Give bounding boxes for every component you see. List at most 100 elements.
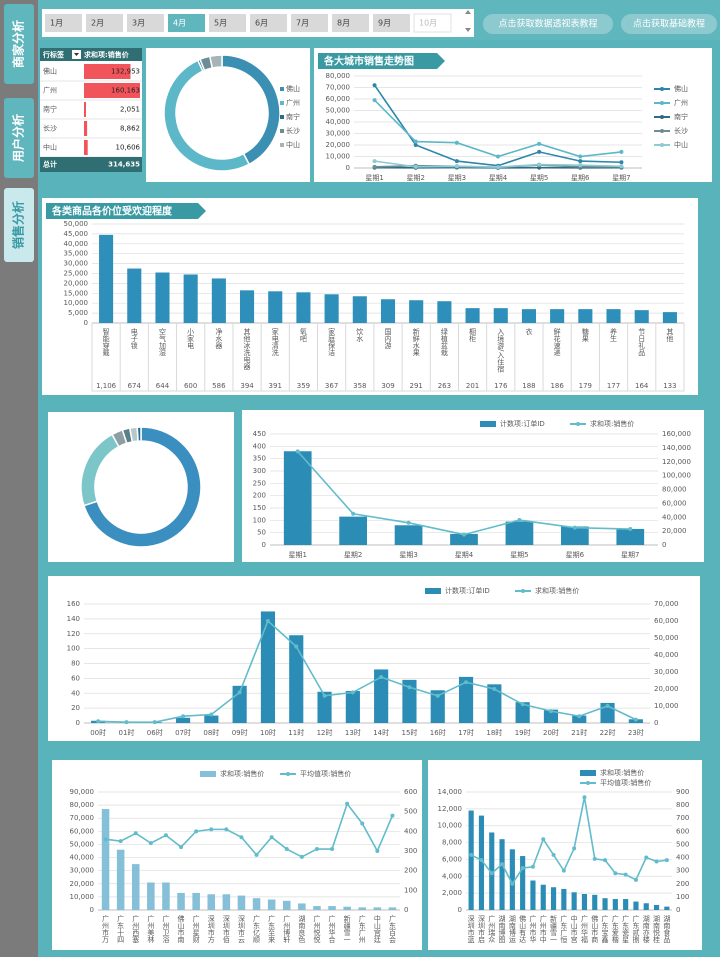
marker (265, 619, 270, 623)
marker (239, 835, 244, 840)
bar (289, 635, 304, 723)
marker (407, 685, 412, 690)
y-tick-label: 60,000 (70, 827, 95, 835)
donut-slice (136, 426, 142, 442)
y-tick-label: 60,000 (326, 95, 351, 103)
bar (298, 903, 306, 910)
bar (282, 900, 291, 910)
marker (295, 449, 300, 454)
x-tick-label: 15时 (401, 728, 417, 737)
marker (537, 149, 542, 154)
sidebar-tab-label[interactable]: 商家分析 (11, 20, 26, 68)
x-tick-label: 10时 (260, 728, 276, 737)
marker (496, 165, 500, 170)
y-tick-label: 40 (71, 689, 80, 697)
month-button[interactable] (86, 14, 123, 32)
marker (469, 852, 474, 857)
marker (619, 149, 624, 154)
y-tick-label: 40,000 (654, 651, 679, 659)
month-button-label[interactable]: 6月 (255, 19, 268, 28)
legend-label: 求和项:销售价 (535, 586, 579, 595)
y-tick-label: 0 (662, 541, 666, 549)
month-button-label[interactable]: 9月 (378, 19, 391, 28)
y-tick-label: 600 (404, 788, 417, 796)
y-tick-label: 0 (84, 319, 88, 327)
bar (543, 709, 559, 723)
sidebar-tab-label[interactable]: 用户分析 (11, 114, 26, 163)
month-button[interactable] (250, 14, 287, 32)
marker (379, 675, 384, 680)
bar (260, 611, 276, 723)
sidebar-tab[interactable] (4, 188, 34, 262)
bar (653, 904, 660, 910)
tutorial-button-label[interactable]: 点击获取数据透视表教程 (498, 18, 597, 30)
bar (296, 292, 311, 323)
x-tick-label: 家庭保洁 (328, 327, 336, 357)
tutorial-button[interactable] (621, 14, 717, 34)
month-button-label[interactable]: 7月 (296, 19, 309, 28)
x-tick-label: 广东广恒 (560, 914, 568, 944)
x-tick-label: 其他 (666, 328, 674, 343)
month-button[interactable] (332, 14, 369, 32)
bar (352, 296, 367, 323)
y-tick-label: 10,000 (64, 299, 89, 307)
bar (540, 884, 546, 910)
month-button-label[interactable]: 8月 (337, 19, 350, 28)
x-tick-label: 入境游/入住宿 (497, 328, 505, 374)
table-cell: 164 (635, 382, 649, 390)
month-button-label[interactable]: 1月 (50, 19, 63, 28)
month-button[interactable] (127, 14, 164, 32)
tutorial-button[interactable] (483, 14, 613, 34)
table-cell: 358 (353, 382, 366, 390)
table-cell: 394 (240, 382, 254, 390)
month-button-label[interactable]: 4月 (173, 19, 186, 28)
y-tick-label: 450 (253, 430, 266, 438)
marker (284, 847, 289, 852)
x-tick-label: 家电清洗 (271, 327, 279, 357)
month-button[interactable] (373, 14, 410, 32)
tutorial-button-label[interactable]: 点击获取基础教程 (633, 18, 705, 30)
marker (345, 801, 350, 806)
month-button (413, 13, 452, 33)
sidebar-tab[interactable] (4, 4, 34, 84)
sidebar-tab-label[interactable]: 销售分析 (11, 201, 26, 249)
marker (496, 154, 500, 159)
y-tick-label: 0 (676, 906, 680, 914)
y-tick-label: 40,000 (64, 240, 89, 248)
x-tick-label: 18时 (486, 728, 502, 737)
x-tick-label: 深圳市方 (207, 914, 215, 944)
bar (509, 849, 515, 910)
month-button[interactable] (45, 14, 82, 32)
y-tick-label: 350 (253, 455, 266, 463)
y-tick-label: 400 (676, 854, 689, 862)
marker (322, 693, 327, 698)
x-tick-label: 深圳市云 (237, 914, 245, 944)
month-button-label[interactable]: 2月 (91, 19, 104, 28)
bar (358, 907, 367, 910)
legend-label: 中山 (286, 140, 300, 149)
month-button[interactable] (168, 14, 205, 32)
month-button-label[interactable]: 5月 (214, 19, 227, 28)
table-total-label: 总计 (43, 160, 57, 169)
x-tick-label: 星期6 (571, 174, 590, 182)
month-button[interactable] (209, 14, 246, 32)
marker (413, 143, 418, 147)
y-tick-label: 10,000 (438, 822, 463, 830)
marker (237, 690, 242, 695)
marker (561, 868, 566, 873)
bar (468, 810, 474, 910)
bar (572, 715, 587, 723)
y-tick-label: 600 (676, 827, 689, 835)
table-cell: 177 (607, 382, 620, 390)
month-button-label[interactable]: 3月 (132, 19, 145, 28)
filter-arrow[interactable] (74, 53, 79, 56)
month-button[interactable] (291, 14, 328, 32)
marker (209, 712, 214, 717)
marker (578, 154, 583, 159)
bar (602, 898, 608, 910)
sidebar-tab[interactable] (4, 98, 34, 178)
legend-label: 中山 (674, 140, 688, 149)
x-tick-label: 广东百会 (388, 914, 396, 944)
marker (492, 687, 497, 691)
marker (489, 871, 494, 876)
